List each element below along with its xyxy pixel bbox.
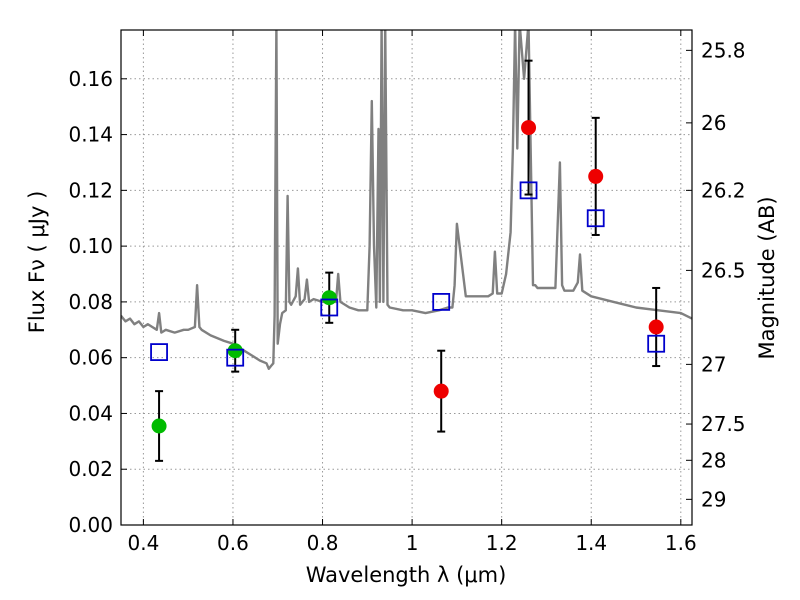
right-y-tick-label: 26 [701, 111, 726, 135]
y-tick-label: 0.02 [68, 457, 113, 481]
y-tick-label: 0.14 [68, 123, 113, 147]
red-points [433, 120, 664, 399]
model-square [519, 181, 538, 200]
y-tick-label: 0.00 [68, 513, 113, 537]
red-point [648, 319, 664, 335]
green-point [321, 290, 337, 306]
model-square [586, 209, 605, 228]
y-tick-label: 0.08 [68, 290, 113, 314]
green-point [227, 343, 243, 359]
right-y-axis-label: Magnitude (AB) [755, 196, 779, 359]
y-tick-label: 0.06 [68, 346, 113, 370]
y-tick-label: 0.16 [68, 67, 113, 91]
right-y-tick-label: 27.5 [701, 412, 746, 436]
right-y-tick-label: 27 [701, 352, 726, 376]
y-axis-label: Flux Fν ( μJy ) [25, 191, 49, 334]
green-point [151, 418, 167, 434]
right-y-tick-label: 26.2 [701, 178, 746, 202]
x-tick-label: 1 [406, 531, 419, 555]
right-y-axis: 25.8 26 26.2 26.5 27 27.5 28 29 [686, 38, 746, 511]
red-point [588, 168, 604, 184]
green-points [151, 290, 337, 434]
right-y-tick-label: 25.8 [701, 38, 746, 62]
model-square [647, 334, 666, 353]
model-square [320, 298, 339, 317]
plot-content [121, 30, 692, 462]
right-y-tick-label: 29 [701, 487, 726, 511]
x-tick-label: 1.6 [665, 531, 697, 555]
y-axis: 0.00 0.02 0.04 0.06 0.08 0.10 0.12 0.14 0.16 [68, 67, 127, 537]
x-tick-label: 0.8 [307, 531, 339, 555]
y-tick-label: 0.10 [68, 234, 113, 258]
x-axis-label: Wavelength λ (μm) [306, 563, 507, 587]
model-square [226, 348, 245, 367]
grid [121, 30, 692, 526]
x-tick-label: 0.6 [217, 531, 249, 555]
red-point [521, 120, 537, 136]
x-tick-label: 1.2 [486, 531, 518, 555]
x-axis: 0.4 0.6 0.8 1 1.2 1.4 1.6 [127, 30, 697, 555]
plot-frame [120, 29, 693, 526]
model-square [432, 293, 451, 311]
x-tick-label: 1.4 [575, 531, 607, 555]
model-square [150, 343, 168, 361]
y-tick-label: 0.12 [68, 178, 113, 202]
y-tick-label: 0.04 [68, 401, 113, 425]
right-y-tick-label: 28 [701, 448, 726, 472]
x-tick-label: 0.4 [127, 531, 159, 555]
right-y-tick-label: 26.5 [701, 258, 746, 282]
red-point [433, 383, 449, 399]
model-squares [150, 181, 666, 367]
